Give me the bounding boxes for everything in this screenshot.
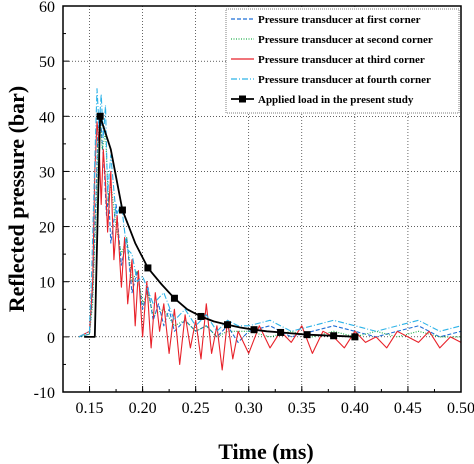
series-marker (224, 321, 232, 329)
y-tick-label: -10 (34, 385, 55, 402)
series-line-5 (84, 115, 355, 338)
y-tick-label: 20 (39, 220, 55, 237)
legend-marker (239, 95, 246, 103)
series-line-3 (78, 121, 462, 371)
legend-entry: Applied load in the present study (258, 94, 414, 106)
y-tick-label: 10 (39, 275, 55, 292)
legend-box (225, 8, 460, 114)
series-marker (197, 312, 205, 320)
x-tick-label: 0.30 (235, 400, 263, 417)
x-tick-label: 0.15 (76, 400, 104, 417)
y-tick-label: 30 (39, 164, 55, 181)
series-marker (170, 294, 178, 302)
series-marker (250, 326, 258, 334)
series-marker (303, 331, 311, 339)
x-tick-label: 0.40 (341, 400, 369, 417)
legend: Pressure transducer at first corner Press… (225, 8, 460, 114)
x-tick-label: 0.50 (447, 400, 474, 417)
series-marker (96, 112, 104, 120)
series-marker (330, 332, 338, 340)
y-tick-label: 0 (47, 330, 55, 347)
y-axis-label: Reflected pressure (bar) (4, 86, 29, 312)
x-tick-label: 0.35 (288, 400, 316, 417)
series-layer (78, 88, 462, 371)
y-tick-label: 50 (39, 54, 55, 71)
x-tick-label: 0.20 (129, 400, 157, 417)
y-tick-label: 40 (39, 109, 55, 126)
legend-entry: Pressure transducer at first corner (258, 14, 421, 26)
legend-entry: Pressure transducer at fourth corner (258, 74, 431, 86)
series-marker (351, 333, 359, 341)
x-tick-label: 0.45 (394, 400, 422, 417)
legend-entry: Pressure transducer at second corner (258, 34, 433, 46)
y-tick-label: 60 (39, 0, 55, 16)
legend-entry: Pressure transducer at third corner (258, 54, 425, 66)
series-line-1 (78, 110, 462, 343)
series-marker (118, 206, 126, 214)
x-tick-label: 0.25 (182, 400, 210, 417)
x-axis-label: Time (ms) (218, 439, 314, 464)
series-marker (144, 264, 152, 272)
series-marker (277, 328, 285, 336)
ticks (62, 5, 462, 393)
tick-labels: 0.15 0.20 0.25 0.30 0.35 0.40 0.45 0.50 -10 0 10 20… (34, 0, 474, 417)
